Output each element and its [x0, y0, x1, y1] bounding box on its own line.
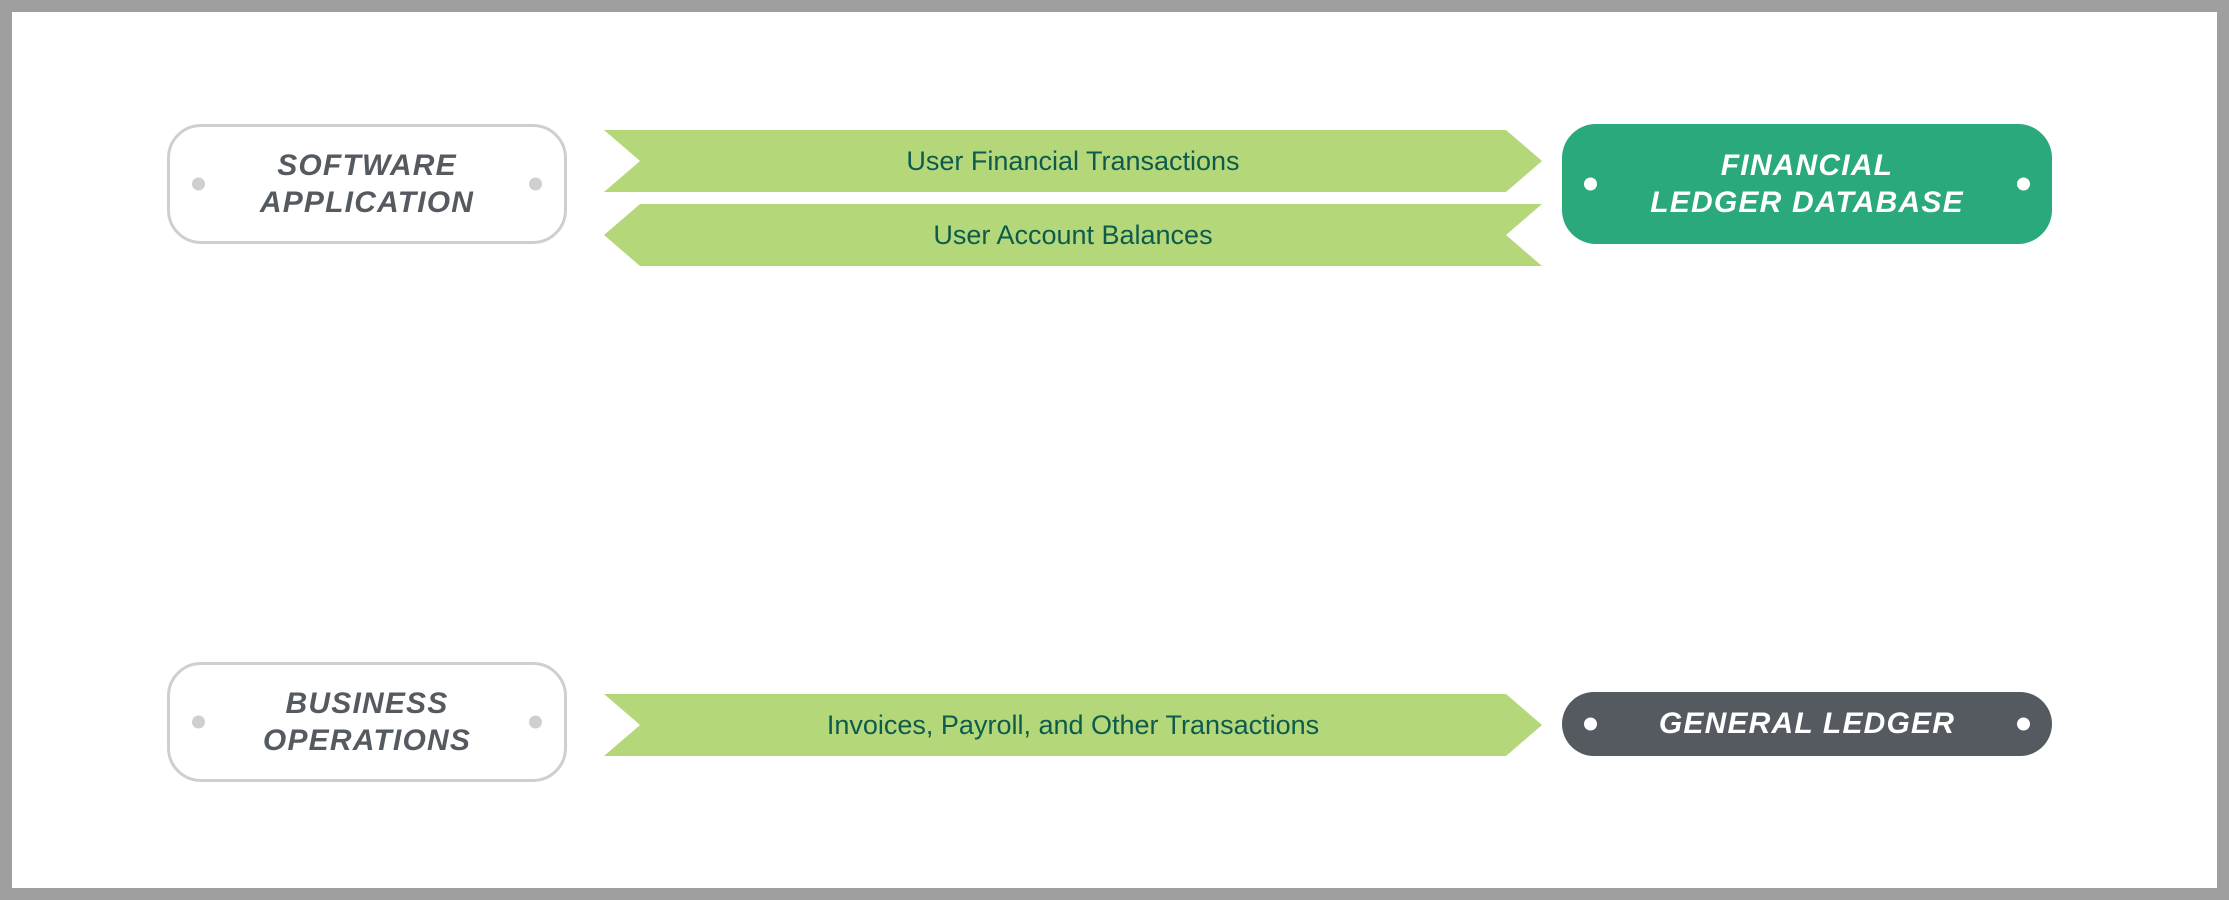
node-general-ledger: GENERAL LEDGER: [1562, 692, 2052, 756]
edge-invoices-payroll-other: Invoices, Payroll, and Other Transaction…: [604, 694, 1542, 756]
edge-label: User Account Balances: [933, 220, 1212, 251]
pill-dot-icon: [192, 716, 205, 729]
node-business-operations: BUSINESS OPERATIONS: [167, 662, 567, 782]
pill-dot-icon: [2017, 718, 2030, 731]
node-label: SOFTWARE APPLICATION: [260, 147, 474, 222]
pill-dot-icon: [529, 716, 542, 729]
diagram-canvas: SOFTWARE APPLICATION FINANCIAL LEDGER DA…: [12, 12, 2217, 888]
pill-dot-icon: [192, 178, 205, 191]
diagram-frame: SOFTWARE APPLICATION FINANCIAL LEDGER DA…: [0, 0, 2229, 900]
pill-dot-icon: [2017, 178, 2030, 191]
edge-label: Invoices, Payroll, and Other Transaction…: [827, 710, 1319, 741]
pill-dot-icon: [1584, 178, 1597, 191]
pill-dot-icon: [529, 178, 542, 191]
pill-dot-icon: [1584, 718, 1597, 731]
node-label-line: LEDGER DATABASE: [1650, 184, 1964, 222]
node-label: GENERAL LEDGER: [1659, 705, 1955, 743]
node-label-line: APPLICATION: [260, 184, 474, 222]
edge-label: User Financial Transactions: [906, 146, 1239, 177]
node-software-application: SOFTWARE APPLICATION: [167, 124, 567, 244]
node-label-line: OPERATIONS: [263, 722, 471, 760]
edge-user-financial-transactions: User Financial Transactions: [604, 130, 1542, 192]
node-label-line: FINANCIAL: [1650, 147, 1964, 185]
node-financial-ledger-database: FINANCIAL LEDGER DATABASE: [1562, 124, 2052, 244]
node-label: BUSINESS OPERATIONS: [263, 685, 471, 760]
edge-user-account-balances: User Account Balances: [604, 204, 1542, 266]
node-label-line: SOFTWARE: [260, 147, 474, 185]
node-label: FINANCIAL LEDGER DATABASE: [1650, 147, 1964, 222]
node-label-line: BUSINESS: [263, 685, 471, 723]
